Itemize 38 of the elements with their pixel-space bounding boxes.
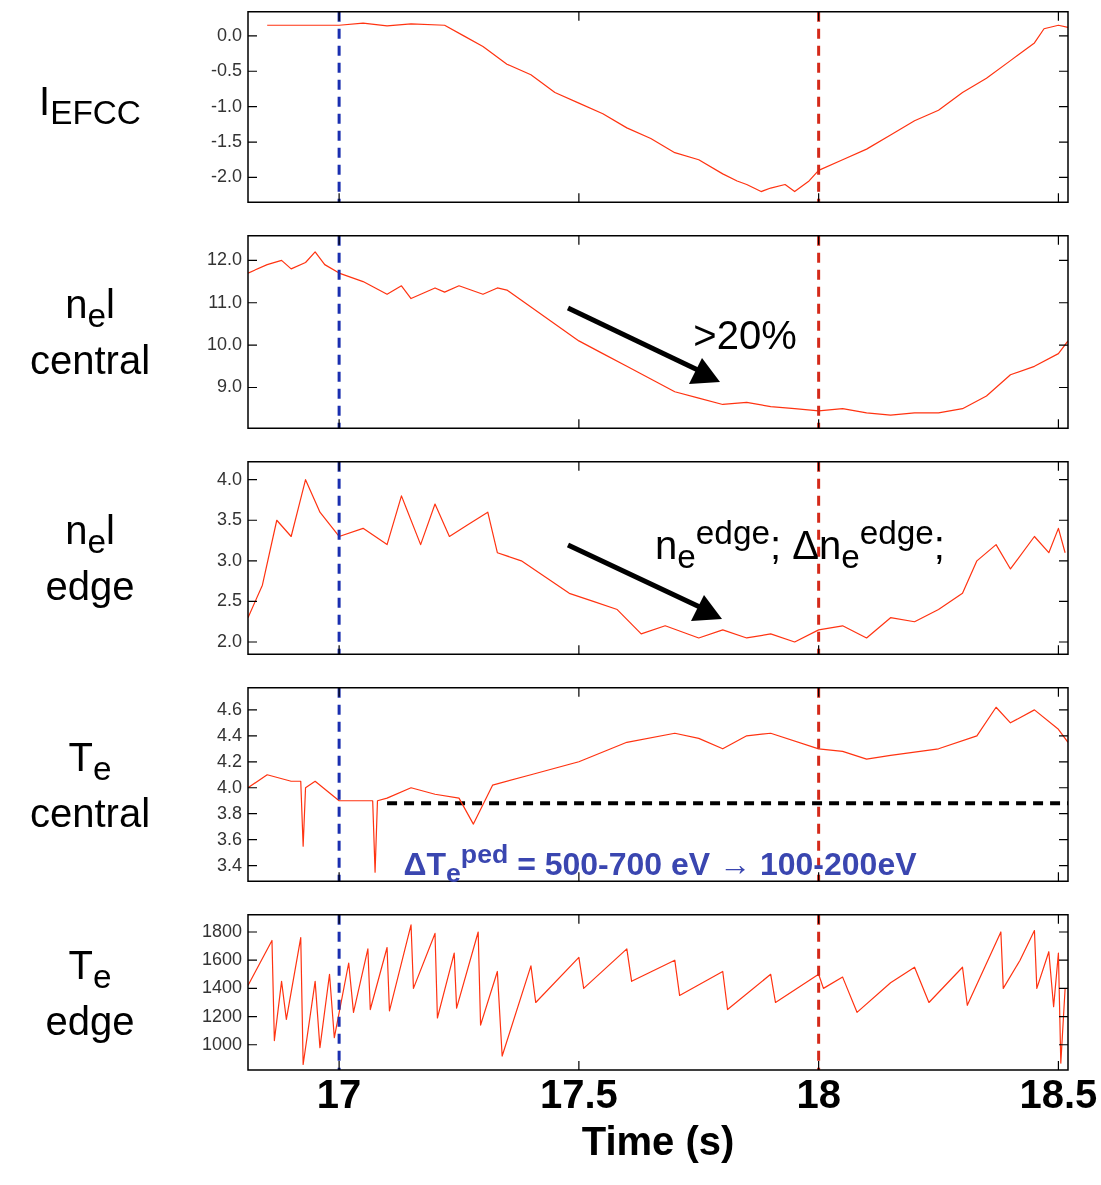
y-tick-label: -2.0 [210, 166, 242, 187]
y-tick-label: 3.0 [216, 550, 242, 571]
y-tick-label: 12.0 [206, 249, 242, 270]
y-tick-label: 3.6 [216, 828, 242, 849]
x-tick-label: 17 [316, 1072, 362, 1117]
y-tick-label: 1800 [201, 921, 242, 942]
y-tick-label: 11.0 [208, 291, 242, 312]
y-tick-label: 1400 [201, 977, 242, 998]
x-tick-label: 18 [796, 1072, 841, 1117]
y-tick-label: -0.5 [210, 60, 242, 81]
y-axis-title: T$_{e}$ edge [44, 942, 136, 1043]
y-tick-label: 9.0 [216, 376, 242, 397]
y-axis-title: n$_{e}$l central [28, 282, 152, 383]
x-tick-label: 18.5 [1019, 1072, 1098, 1117]
annotation: n$_{e}$$^{edge}$; Δn$_{e}$$^{edge}$; [655, 514, 945, 576]
y-tick-label: 3.4 [216, 854, 242, 875]
y-tick-label: 1600 [201, 949, 242, 970]
y-tick-label: 0.0 [216, 25, 242, 46]
x-tick-label: 17.5 [539, 1072, 618, 1117]
y-tick-label: 4.6 [216, 699, 242, 720]
y-tick-label: 2.5 [216, 590, 242, 611]
y-tick-label: 4.0 [216, 468, 242, 489]
y-tick-label: -1.5 [210, 131, 242, 152]
y-axis-title: T$_{e}$ central [28, 734, 152, 835]
annotation: >20% [693, 312, 797, 358]
y-tick-label: 4.0 [216, 776, 242, 797]
x-axis-title: Time (s) [581, 1119, 735, 1164]
y-axis-title: n$_{e}$l edge [44, 508, 136, 609]
y-tick-label: -1.0 [210, 95, 242, 116]
y-tick-label: 3.8 [216, 802, 242, 823]
y-tick-label: 10.0 [206, 334, 242, 355]
y-tick-label: 1200 [201, 1005, 242, 1026]
y-tick-label: 2.0 [216, 631, 242, 652]
y-tick-label: 1000 [201, 1033, 242, 1054]
y-axis-title: I$_{EFCC}$ [38, 79, 142, 134]
y-tick-label: 4.2 [216, 750, 242, 771]
y-tick-label: 4.4 [216, 725, 242, 745]
y-tick-label: 3.5 [216, 509, 242, 530]
